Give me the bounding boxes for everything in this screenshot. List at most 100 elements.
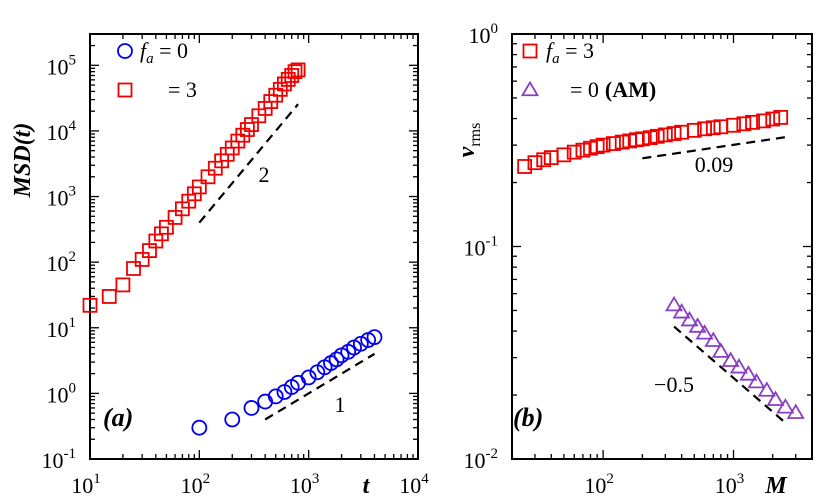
data-point [704,331,723,347]
data-point [82,297,98,313]
y-axis-title: vrms [454,123,484,158]
y-tick-label: 10-1 [464,234,499,261]
x-tick-label: 104 [399,471,429,498]
slope-label: 0.09 [695,152,734,177]
data-point [664,295,684,312]
data-point [517,159,533,174]
legend-marker [522,43,538,59]
data-point [536,152,552,168]
data-point [300,369,317,386]
legend-marker [117,43,133,59]
guide-line [642,136,786,160]
data-point [287,64,303,80]
legend-label: fa = 0 [140,38,188,67]
series-square [82,62,306,313]
ticks [89,33,419,460]
data-point [747,372,766,389]
data-point [721,351,740,367]
guide-line [264,352,376,421]
data-point [756,113,771,129]
series-square [517,110,789,174]
x-tick-label: 103 [290,471,320,498]
data-point [126,261,141,276]
panel-b: 102 103 10-2 10-1 100 0.09 −0.5 (b) fa = 3 = 0 (AM… [454,21,813,499]
x-axis-title: M [764,473,788,499]
data-point [757,381,776,397]
series-circle [191,329,383,436]
data-point [688,317,707,333]
x-tick-label: 101 [71,471,101,498]
data-point [556,147,572,163]
data-point [191,179,207,195]
data-point [634,131,650,147]
data-point [776,398,795,414]
data-point [575,142,591,158]
legend-label: = 3 [168,77,197,102]
data-point [711,342,730,358]
data-point [745,114,760,130]
series-triangle [664,295,805,419]
x-axis-title: t [363,473,371,499]
data-point [159,219,174,235]
data-point [657,127,673,143]
guide-line [673,325,787,424]
data-point [328,351,345,368]
data-point [680,310,699,327]
data-point [666,126,682,141]
y-tick-label: 101 [47,315,77,342]
legend-label: = 0 (AM) [570,77,656,102]
y-axis-title: MSD(t) [10,123,36,199]
panel-label: (a) [103,403,133,432]
data-point [695,324,714,340]
data-point [713,119,729,135]
slope-label: −0.5 [654,372,694,397]
y-tick-label: 100 [469,21,499,48]
legend-label: fa = 3 [546,38,594,67]
data-point [739,365,758,381]
data-point [729,358,748,374]
x-tick-label: 102 [181,471,211,498]
y-tick-label: 103 [47,184,77,211]
panel-label: (b) [513,403,543,432]
y-tick-label: 104 [47,118,77,145]
x-tick-label: 102 [584,471,614,498]
data-point [705,120,721,136]
legend-marker [520,80,540,97]
slope-label: 1 [335,392,346,417]
data-point [736,116,752,132]
data-point [773,110,789,125]
data-point [366,329,383,346]
y-tick-label: 105 [47,52,77,79]
y-tick-label: 102 [47,249,77,276]
data-point [595,137,611,153]
data-point [649,128,665,144]
data-point [606,136,621,151]
data-point [224,411,241,428]
y-tick-label: 10-2 [464,446,499,473]
guide-line [198,103,299,224]
data-point [290,62,306,78]
data-point [686,122,702,138]
data-point [191,419,208,436]
data-point [352,335,369,352]
ticks [511,33,813,460]
x-tick-label: 103 [715,471,745,498]
panel-a: 101 102 103 104 10-1 100 101 102 103 104 105 2 1 (a) f… [10,33,429,499]
y-tick-label: 10-1 [42,446,77,473]
data-point [101,289,117,304]
data-point [115,277,131,293]
legend-marker [117,82,133,98]
data-point [272,81,288,97]
data-point [527,155,543,171]
slope-label: 2 [259,162,270,187]
data-point [614,134,630,150]
plot-frame [89,33,419,460]
y-tick-label: 100 [47,380,77,407]
data-point [697,121,712,137]
data-point [765,111,781,127]
data-point [267,388,284,405]
data-point [726,117,741,133]
data-point [672,303,691,319]
data-point [566,144,582,160]
